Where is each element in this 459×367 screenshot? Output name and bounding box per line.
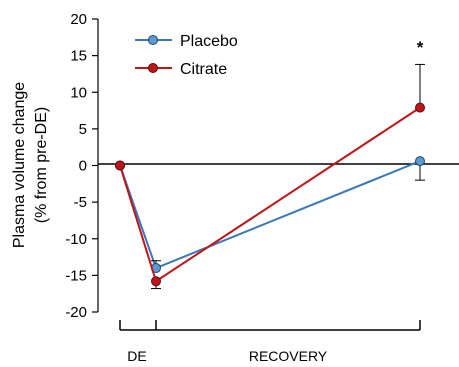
legend: Placebo Citrate bbox=[135, 33, 238, 78]
data-point-citrate bbox=[115, 160, 125, 171]
legend-swatch-marker-citrate bbox=[148, 63, 158, 73]
legend-item-placebo: Placebo bbox=[135, 33, 238, 50]
series-line-citrate bbox=[119, 106, 421, 283]
y-tick-label: -20 bbox=[65, 304, 87, 321]
data-point-citrate bbox=[151, 276, 161, 287]
legend-item-citrate: Citrate bbox=[135, 61, 227, 78]
y-tick-label: 15 bbox=[70, 48, 87, 65]
y-axis-title-line1: Plasma volume change bbox=[11, 82, 28, 248]
x-phase-label-de: DE bbox=[127, 348, 146, 364]
y-tick-label: -10 bbox=[65, 231, 87, 248]
y-tick-label: -5 bbox=[74, 194, 87, 211]
x-phase-label-recovery: RECOVERY bbox=[249, 348, 328, 364]
legend-label-citrate: Citrate bbox=[180, 61, 227, 78]
x-phase-axis: DE RECOVERY bbox=[119, 320, 421, 364]
significance-asterisk: * bbox=[417, 38, 424, 57]
data-point-placebo bbox=[415, 156, 425, 167]
y-tick-label: -15 bbox=[65, 267, 87, 284]
data-point-citrate bbox=[415, 102, 425, 113]
y-axis-ticks: 20 15 10 5 0 -5 -10 -15 -20 bbox=[65, 11, 98, 321]
legend-swatch-marker-placebo bbox=[148, 35, 158, 45]
y-tick-label: 5 bbox=[79, 121, 87, 138]
series-layer bbox=[115, 63, 425, 290]
y-tick-label: 20 bbox=[70, 11, 87, 28]
y-tick-label: 0 bbox=[79, 158, 87, 175]
series-line-placebo bbox=[119, 160, 421, 270]
y-axis-title-line2: (% from pre-DE) bbox=[33, 107, 50, 223]
legend-label-placebo: Placebo bbox=[180, 33, 238, 50]
y-tick-label: 10 bbox=[70, 84, 87, 101]
